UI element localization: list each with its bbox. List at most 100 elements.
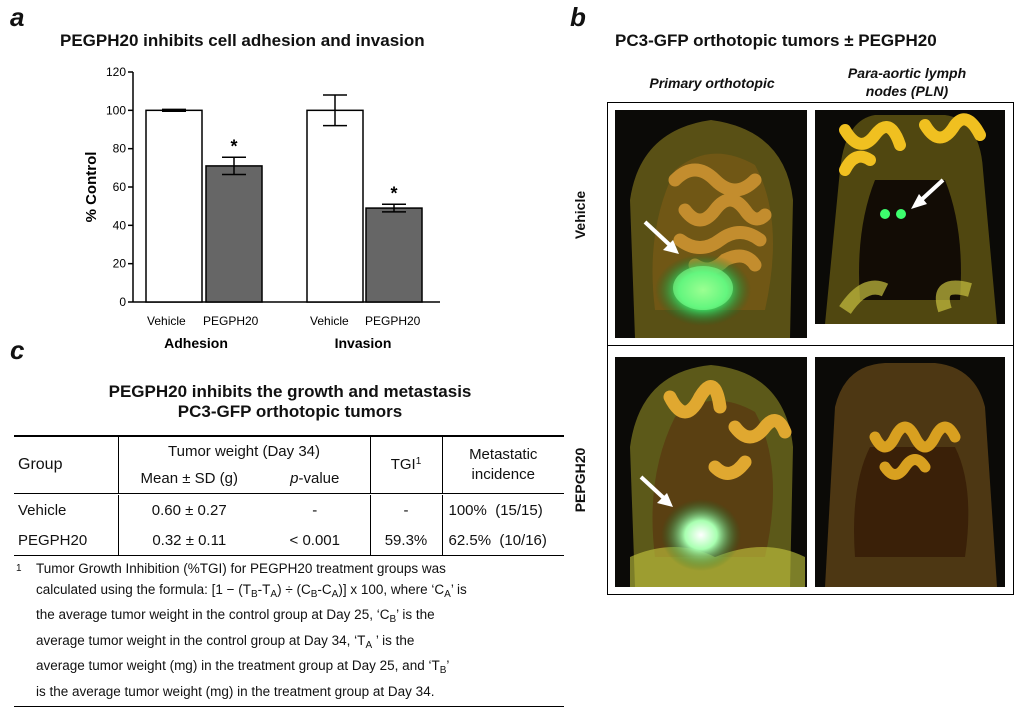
fn-text: ’ is the [372,632,415,648]
row-label-vehicle: Vehicle [572,190,588,240]
cell-tgi: 59.3% [370,525,443,555]
footnote-line2: calculated using the formula: [1 − (TB-T… [36,580,564,606]
fn-sub: B [389,614,397,625]
y-tick-label: 40 [113,218,127,232]
y-tick-label: 60 [113,180,127,194]
footnote-line5: average tumor weight (mg) in the treatme… [36,656,564,682]
fn-text: ’ is the [396,607,435,622]
photo-vehicle-pln [815,110,1005,324]
y-tick-label: 0 [119,295,126,309]
cell-group: PEGPH20 [14,525,119,555]
fn-sub: A [270,588,278,600]
header-p-italic: p [290,470,299,488]
table-row: Vehicle 0.60 ± 0.27 - - 100% (15/15) [14,495,564,525]
footnote-line1: Tumor Growth Inhibition (%TGI) for PEGPH… [36,561,446,576]
column-header-primary: Primary orthotopic [649,75,775,91]
fn-text: ) ÷ (C [277,581,311,597]
photo-pegph20-pln [815,357,1005,587]
column-header-pln-line2: nodes (PLN) [865,83,949,99]
arrow-icon [643,220,679,254]
header-group: Group [14,437,119,493]
y-tick-label: 80 [113,142,127,156]
panel-a-title: PEGPH20 inhibits cell adhesion and invas… [60,31,425,50]
fn-text: )] x 100, where ‘C [338,581,445,597]
header-metastatic-line2: incidence [471,465,535,483]
arrow-icon [911,178,945,209]
fn-sub: A [331,588,339,600]
fn-sub: B [251,588,258,600]
panel-a-label: a [10,2,25,32]
fn-text: calculated using the formula: [1 − (T [36,581,251,597]
fn-text: the average tumor weight in the control … [36,607,390,622]
column-header-pln: Para-aortic lymph nodes (PLN) [812,64,1002,100]
cell-incidence: 100% (15/15) [448,501,543,519]
group-label-adhesion: Adhesion [164,335,228,351]
bar-adhesion-pegph20 [205,165,263,303]
footnote-line4: average tumor weight in the control grou… [36,631,564,657]
panel-b-title: PC3-GFP orthotopic tumors ± PEGPH20 [615,31,937,50]
fn-sub: A [444,588,451,600]
table-footnote: 1 Tumor Growth Inhibition (%TGI) for PEG… [14,556,564,702]
group-label-invasion: Invasion [335,335,392,351]
header-mean-sd: Mean ± SD (g) [140,470,238,488]
mouse-image-vehicle-pln [825,113,997,324]
adhesion-invasion-bar-chart: % Control 0 20 40 60 80 100 120 * * Vehicle PEG… [83,65,440,351]
header-metastatic-line1: Metastatic [469,445,538,463]
panel-c-title-line1: PEGPH20 inhibits the growth and metastas… [108,382,472,401]
header-tgi: TGI1 [370,437,443,493]
header-metastatic: Metastatic incidence [442,437,564,493]
mouse-image-pegph20-pln [825,363,997,587]
bar-label-adhesion-vehicle: Vehicle [147,314,186,328]
y-tick-label: 120 [106,65,126,79]
photo-vehicle-primary [615,110,807,338]
cell-p: < 0.001 [260,525,371,555]
bar-invasion-vehicle [306,109,364,303]
image-panel-divider [607,345,1014,346]
panel-b-label: b [570,2,586,32]
bar-invasion-pegph20 [365,207,423,303]
bar-adhesion-vehicle [145,109,203,303]
fn-text: -T [257,581,271,597]
cell-mean-sd: 0.32 ± 0.11 [152,531,227,549]
header-p-suffix: -value [298,470,340,488]
fn-text: average tumor weight in the control grou… [36,632,366,648]
bar-label-invasion-pegph20: PEGPH20 [365,314,421,328]
significance-star-adhesion: * [230,136,237,156]
fn-text: -C [317,581,332,597]
mouse-image-pegph20-primary [630,365,805,587]
results-table: Group Tumor weight (Day 34) TGI1 Metasta… [14,435,564,707]
significance-star-invasion: * [390,183,397,203]
arrow-icon [639,475,673,507]
header-tgi-sup: 1 [415,456,422,468]
fn-text: ’ is [450,581,467,597]
footnote-line6: is the average tumor weight (mg) in the … [36,683,435,699]
table-row: PEGPH20 0.32 ± 0.11 < 0.001 59.3% 62.5% … [14,525,564,555]
y-tick-label: 20 [113,257,127,271]
fn-sub: B [310,588,318,600]
cell-incidence: 62.5% (10/16) [448,531,547,549]
panel-c-title: PEGPH20 inhibits the growth and metastas… [40,382,540,422]
footnote-marker: 1 [16,563,22,574]
cell-tgi: - [370,495,443,525]
fn-text: average tumor weight (mg) in the treatme… [36,658,440,673]
header-tgi-text: TGI [390,456,416,474]
y-tick-label: 100 [106,103,126,117]
y-axis-label: % Control [83,152,100,223]
photo-pegph20-primary [615,357,807,587]
fn-sub: B [439,665,447,676]
mouse-image-vehicle-primary [630,120,793,338]
cell-group: Vehicle [14,495,119,525]
panel-c-title-line2: PC3-GFP orthotopic tumors [177,402,403,421]
header-tumor-weight: Tumor weight (Day 34) [118,437,371,465]
panel-c-label: c [10,335,25,365]
row-label-pepgh20: PEPGH20 [572,447,588,513]
fn-text: ’ [446,658,450,673]
bar-label-adhesion-pegph20: PEGPH20 [203,314,259,328]
cell-mean-sd: 0.60 ± 0.27 [151,501,227,519]
cell-p: - [260,495,371,525]
bar-label-invasion-vehicle: Vehicle [310,314,349,328]
footnote-line3: the average tumor weight in the control … [36,605,564,631]
header-p-value: p-value [260,465,371,493]
image-panel-frame [607,102,1014,595]
column-header-pln-line1: Para-aortic lymph [847,65,967,81]
